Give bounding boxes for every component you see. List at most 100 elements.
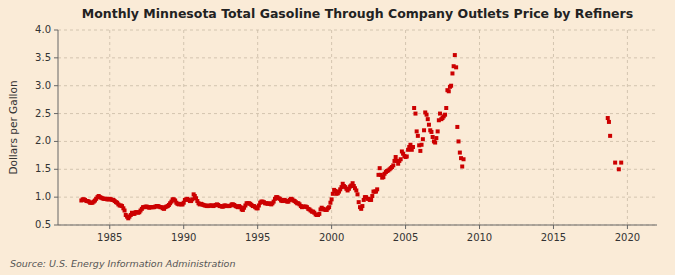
y-grid-line [58,113,657,114]
x-tick [257,225,258,229]
y-tick-label: 0.5 [35,219,51,230]
x-tick [627,225,628,229]
point [607,120,611,124]
point [438,112,442,116]
point [327,205,331,209]
x-tick-label: 2020 [615,232,640,243]
points [79,53,623,220]
point [431,135,435,139]
x-grid-line [479,30,480,225]
point [411,145,415,149]
y-grid-line [58,57,657,58]
point [360,204,364,208]
point [444,106,448,110]
x-tick [183,225,184,229]
y-tick [54,197,58,198]
point [429,130,433,134]
point [405,154,409,158]
y-tick [54,85,58,86]
y-grid-line [58,85,657,86]
x-axis-line [58,225,657,226]
point [443,113,447,117]
y-tick-label: 3.0 [35,80,51,91]
y-tick [54,225,58,226]
y-tick [54,113,58,114]
point [458,151,462,155]
point [394,155,398,159]
point [425,113,429,117]
y-grid-line [58,30,657,31]
y-grid-line [58,197,657,198]
point [426,117,430,121]
x-tick-label: 2010 [467,232,492,243]
point [399,157,403,161]
x-tick-label: 2000 [319,232,344,243]
point [356,192,360,196]
point [378,166,382,170]
x-grid-line [405,30,406,225]
y-tick [54,169,58,170]
point [369,198,373,202]
x-tick [479,225,480,229]
point [462,157,466,161]
point [422,128,426,132]
x-grid-line [553,30,554,225]
point [449,84,453,88]
point [433,141,437,145]
point [123,209,127,213]
x-tick-label: 2015 [541,232,566,243]
grid [58,30,657,225]
point [450,71,454,75]
point [317,212,321,216]
point [613,161,617,165]
point [436,129,440,133]
y-tick-label: 1.0 [35,191,51,202]
point [608,134,612,138]
point [330,197,334,201]
x-grid-line [109,30,110,225]
x-tick-label: 1995 [245,232,270,243]
x-tick-label: 1990 [171,232,196,243]
y-grid-line [58,141,657,142]
point [420,143,424,147]
y-tick [54,57,58,58]
point [412,106,416,110]
point [357,200,361,204]
x-tick [405,225,406,229]
y-tick-label: 2.0 [35,135,51,146]
y-grid-line [58,169,657,170]
y-tick-label: 2.5 [35,108,51,119]
point [391,163,395,167]
x-tick [553,225,554,229]
point [617,167,621,171]
point [434,136,438,140]
point [606,116,610,120]
point [354,188,358,192]
point [415,129,419,133]
x-grid-line [627,30,628,225]
y-tick-label: 1.5 [35,163,51,174]
x-grid-line [257,30,258,225]
y-grid-line [58,225,657,226]
point [421,137,425,141]
point [454,65,458,69]
chart: 0.51.01.52.02.53.03.54.01985199019952000… [0,0,675,275]
point [457,139,461,143]
point [455,125,459,129]
point [460,165,464,169]
y-axis-label: Dollars per Gallon [7,80,19,174]
y-axis-line [58,30,59,225]
x-tick-label: 2005 [393,232,418,243]
point [413,112,417,116]
point [370,194,374,198]
x-grid-line [183,30,184,225]
title: Monthly Minnesota Total Gasoline Through… [82,6,633,21]
y-tick [54,30,58,31]
y-tick-label: 4.0 [35,24,51,35]
x-tick [331,225,332,229]
point [416,134,420,138]
x-tick-label: 1985 [97,232,122,243]
point [447,89,451,93]
y-tick [54,141,58,142]
x-tick [109,225,110,229]
